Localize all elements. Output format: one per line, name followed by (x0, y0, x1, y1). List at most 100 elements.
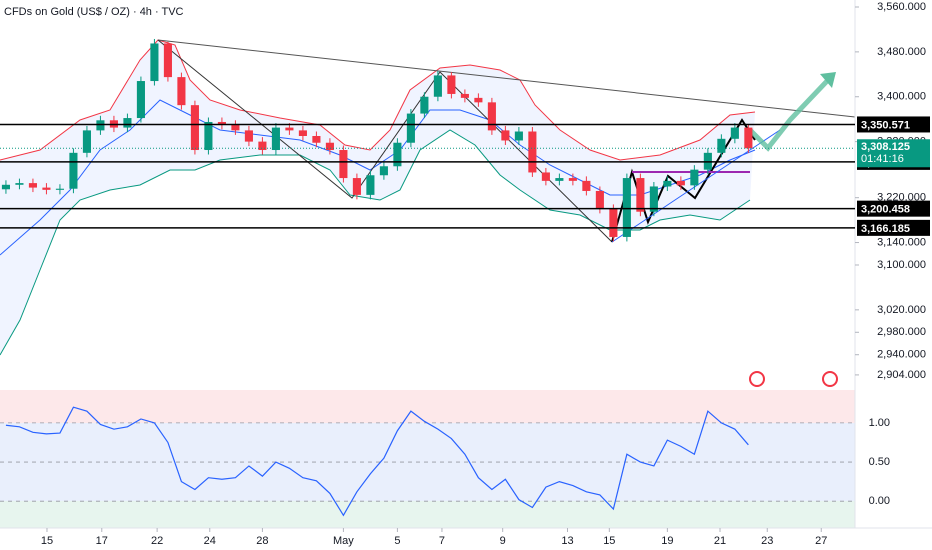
candle-body (609, 208, 618, 237)
candle-body (447, 75, 456, 94)
candle-body (204, 121, 213, 151)
oversold-zone (0, 501, 855, 528)
y-tick-label: 3,140.000 (877, 236, 926, 248)
x-tick-label: 23 (761, 535, 773, 547)
y-tick-label: 3,100.000 (877, 259, 926, 271)
band-fill (0, 40, 755, 355)
price-tag (857, 116, 930, 133)
y-tick-label: 3,480.000 (877, 46, 926, 58)
y-tick-label: 2,904.000 (877, 369, 926, 381)
candle-body (123, 118, 132, 128)
candle-body (730, 127, 739, 139)
x-tick-label: 19 (661, 535, 673, 547)
x-tick-label: May (333, 535, 354, 547)
candle-body (501, 130, 510, 141)
y-tick-label: 3,020.000 (877, 304, 926, 316)
zigzag (157, 39, 613, 243)
x-tick-label: 21 (714, 535, 726, 547)
candle-body (1, 184, 10, 190)
x-tick-label: 13 (561, 535, 573, 547)
price-tag-label: 3,200.458 (861, 204, 910, 216)
event-flag[interactable] (749, 371, 765, 387)
x-tick-label: 17 (96, 535, 108, 547)
current-price-label: 3,308.125 (861, 141, 910, 153)
candle-body (28, 183, 37, 188)
candle-body (96, 120, 105, 131)
x-tick-label: 27 (815, 535, 827, 547)
lower-band (0, 129, 751, 356)
candle-body (271, 127, 280, 151)
candle-body (690, 169, 699, 186)
candle-body (514, 131, 523, 141)
y-tick-label: 0.50 (869, 456, 890, 468)
candle-body (163, 43, 172, 78)
arrow-head (820, 72, 836, 88)
upper-band (0, 39, 756, 161)
candle-body (339, 150, 348, 179)
event-flag[interactable] (822, 371, 838, 387)
indicator-line (5, 406, 749, 517)
candle-body (285, 127, 294, 131)
y-tick-label: 3,560.000 (877, 1, 926, 13)
y-tick-label: 0.00 (869, 495, 890, 507)
candle-body (474, 97, 483, 103)
price-tag-label: 3,166.185 (861, 223, 910, 235)
x-tick-label: 5 (394, 535, 400, 547)
candle-body (15, 183, 24, 185)
candle-body (541, 172, 550, 181)
candle-body (217, 121, 226, 125)
x-tick-label: 15 (603, 535, 615, 547)
candle-body (379, 166, 388, 176)
candle-body (649, 186, 658, 212)
candle-body (622, 178, 631, 237)
channel (611, 129, 781, 243)
candle-body (352, 178, 361, 195)
x-tick-label: 7 (439, 535, 445, 547)
chart-title: CFDs on Gold (US$ / OZ) · 4h · TVC (4, 6, 184, 18)
candle-body (42, 187, 51, 190)
candle-body (406, 113, 415, 143)
candle-body (663, 180, 672, 187)
candle-body (568, 178, 577, 181)
price-tag-label: 3,350.571 (861, 119, 910, 131)
candle-body (487, 102, 496, 131)
x-tick-label: 9 (500, 535, 506, 547)
candle-body (636, 178, 645, 212)
candle-body (433, 75, 442, 97)
candle-body (136, 81, 145, 119)
candle-body (177, 77, 186, 106)
candle-body (82, 130, 91, 153)
candle-body (460, 93, 469, 98)
y-tick-label: 1.00 (869, 417, 890, 429)
trend-line (157, 39, 856, 118)
x-tick-label: 28 (256, 535, 268, 547)
candle-body (595, 190, 604, 209)
projection-arrow (748, 78, 830, 152)
candle-body (420, 96, 429, 114)
y-tick-label: 2,980.000 (877, 326, 926, 338)
countdown: 01:41:16 (861, 153, 904, 165)
current-price-tag (857, 139, 930, 168)
x-tick-label: 24 (204, 535, 216, 547)
candle-body (717, 138, 726, 153)
candle-body (231, 124, 240, 131)
y-tick-label: 3,400.000 (877, 91, 926, 103)
y-tick-label: 2,940.000 (877, 349, 926, 361)
candle-body (298, 130, 307, 136)
candle-body (258, 141, 267, 151)
candle-body (555, 178, 564, 181)
candle-body (744, 127, 753, 149)
candle-body (244, 130, 253, 142)
candle-body (190, 105, 199, 151)
candle-body (55, 188, 64, 190)
candle-body (150, 43, 159, 82)
candle-body (676, 180, 685, 186)
x-tick-label: 22 (151, 535, 163, 547)
candle-body (393, 142, 402, 167)
candle-body (366, 175, 375, 195)
price-tag (857, 200, 930, 217)
overbought-zone (0, 390, 855, 423)
price-tag (857, 219, 930, 236)
candle-body (69, 152, 78, 189)
